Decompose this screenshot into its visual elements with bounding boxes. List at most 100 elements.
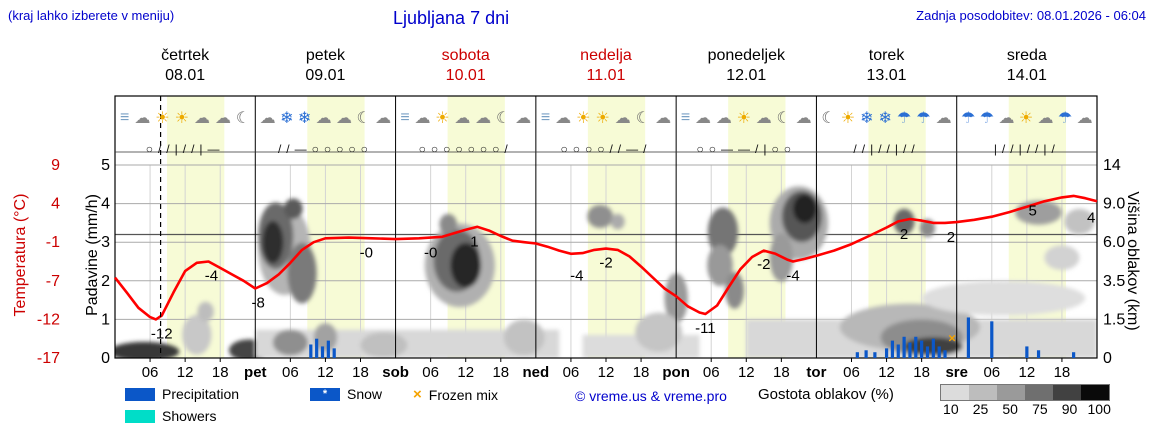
cloud-axis-tick: 14 <box>1103 157 1121 174</box>
snow-bar <box>902 336 906 358</box>
precip-bar <box>1072 352 1076 358</box>
x-tick-label: 06 <box>142 364 159 381</box>
cloud-blob <box>725 272 744 309</box>
cloud-blob <box>793 194 817 224</box>
weather-icon: ☀ <box>576 110 591 127</box>
daylight-band <box>307 96 365 358</box>
temperature-label: 2 <box>900 226 908 243</box>
weather-icon: ☁ <box>134 110 151 127</box>
snow-bar <box>884 348 889 358</box>
cloud-blob <box>313 323 338 352</box>
cloud-axis-tick: 6.0 <box>1103 234 1125 251</box>
x-day-label: pet <box>244 364 267 381</box>
density-tick: 90 <box>1061 401 1078 417</box>
day-date: 12.01 <box>726 67 767 84</box>
cloud-density-label: Gostota oblakov (%) <box>758 386 894 403</box>
weather-icon: ≡ <box>119 109 130 126</box>
temperature-label: -12 <box>151 325 173 342</box>
daylight-band <box>167 96 225 358</box>
cloud-blob <box>283 198 303 220</box>
cloud-blob <box>635 312 682 352</box>
weather-icon: ☂ <box>1057 110 1073 127</box>
cloud-blob <box>272 329 308 356</box>
snow-bar <box>908 342 912 358</box>
cloud-blob <box>587 204 614 229</box>
weather-icon: ☁ <box>695 110 712 127</box>
density-tick: 10 <box>943 401 959 417</box>
x-tick-label: 18 <box>633 364 650 381</box>
temp-axis-tick: -12 <box>37 311 60 328</box>
day-date: 14.01 <box>1006 67 1047 84</box>
temperature-label: -0 <box>360 244 373 261</box>
legend-snow: * Snow <box>310 386 382 402</box>
x-day-label: sre <box>945 364 968 381</box>
day-date: 08.01 <box>165 67 206 84</box>
snow-bar <box>326 340 330 358</box>
weather-icon: ☾ <box>495 110 511 127</box>
legend-precipitation-label: Precipitation <box>162 386 240 402</box>
cloud-blob <box>921 280 1086 316</box>
day-icons: ≡ ☁ ☁ ☀ ☁ ☾ ☁ <box>676 98 816 138</box>
day-icons: ☁ ❄ ❄ ☁ ☁ ☾ ☁ <box>255 98 395 138</box>
snow-bar <box>855 352 859 358</box>
density-tick: 25 <box>972 401 989 417</box>
weather-icon: ☁ <box>795 110 812 127</box>
day-date: 11.01 <box>586 67 626 84</box>
x-tick-label: 18 <box>352 364 369 381</box>
weather-icon: ☁ <box>336 110 353 127</box>
credit-link[interactable]: © vreme.us & vreme.pro <box>575 388 727 404</box>
snow-swatch-icon: * <box>310 387 340 401</box>
weather-icon: ≡ <box>540 109 551 126</box>
temp-axis-tick: 4 <box>51 196 60 213</box>
precipitation-swatch-icon <box>125 387 155 401</box>
day-name: sobota <box>441 47 490 64</box>
temp-axis-tick: -7 <box>46 273 60 290</box>
precip-bar <box>990 321 994 358</box>
weather-icon: ❄ <box>860 110 874 127</box>
temperature-label: 1 <box>470 234 478 251</box>
snow-bar <box>914 336 918 358</box>
snow-bar <box>873 352 877 358</box>
temperature-label: -8 <box>252 295 265 312</box>
weather-icon: ☁ <box>555 110 572 127</box>
x-tick-label: 12 <box>317 364 334 381</box>
cloud-blob <box>360 332 408 358</box>
cloud-blob <box>707 244 733 287</box>
precip-axis-tick: 3 <box>101 234 110 251</box>
day-name: sreda <box>1006 47 1047 64</box>
weather-icon: ☀ <box>174 110 189 127</box>
temperature-axis-title: Temperatura (°C) <box>12 193 29 317</box>
weather-icon: ☂ <box>979 110 995 127</box>
x-day-label: pon <box>662 364 690 381</box>
cloud-axis-tick: 9.0 <box>1103 196 1125 213</box>
legend-precipitation: Precipitation <box>125 386 239 402</box>
precip-bar <box>966 317 971 358</box>
weather-icon: ☁ <box>315 110 332 127</box>
weather-icon: ☁ <box>375 110 392 127</box>
density-segment <box>1081 385 1109 400</box>
wind-barbs: ○○○○○○○/ <box>418 142 513 156</box>
cloud-blob <box>182 314 212 355</box>
temperature-label: -4 <box>570 268 583 285</box>
weather-icon: ☾ <box>821 110 836 127</box>
legend-snow-label: Snow <box>347 386 383 402</box>
precip-axis-tick: 0 <box>101 350 110 367</box>
weather-icon: ☀ <box>155 110 170 127</box>
precip-axis-tick: 5 <box>101 157 110 174</box>
x-tick-label: 18 <box>913 364 930 381</box>
cloud-blob <box>893 208 915 235</box>
cloud-blob <box>1064 208 1095 235</box>
weather-icon: ☁ <box>515 110 532 127</box>
weather-icon: ☂ <box>916 110 931 127</box>
temp-axis-tick: -1 <box>46 234 60 251</box>
x-tick-label: 18 <box>492 364 509 381</box>
weather-icon: ☾ <box>356 110 371 127</box>
weather-icon: ☁ <box>1037 110 1054 127</box>
precip-axis-tick: 1 <box>101 311 110 328</box>
temp-axis-tick: -17 <box>37 350 60 367</box>
temperature-label: -0 <box>424 244 437 261</box>
weather-icon: ❄ <box>297 110 312 127</box>
weather-icon: ☾ <box>635 110 651 127</box>
snow-bar <box>943 350 947 358</box>
